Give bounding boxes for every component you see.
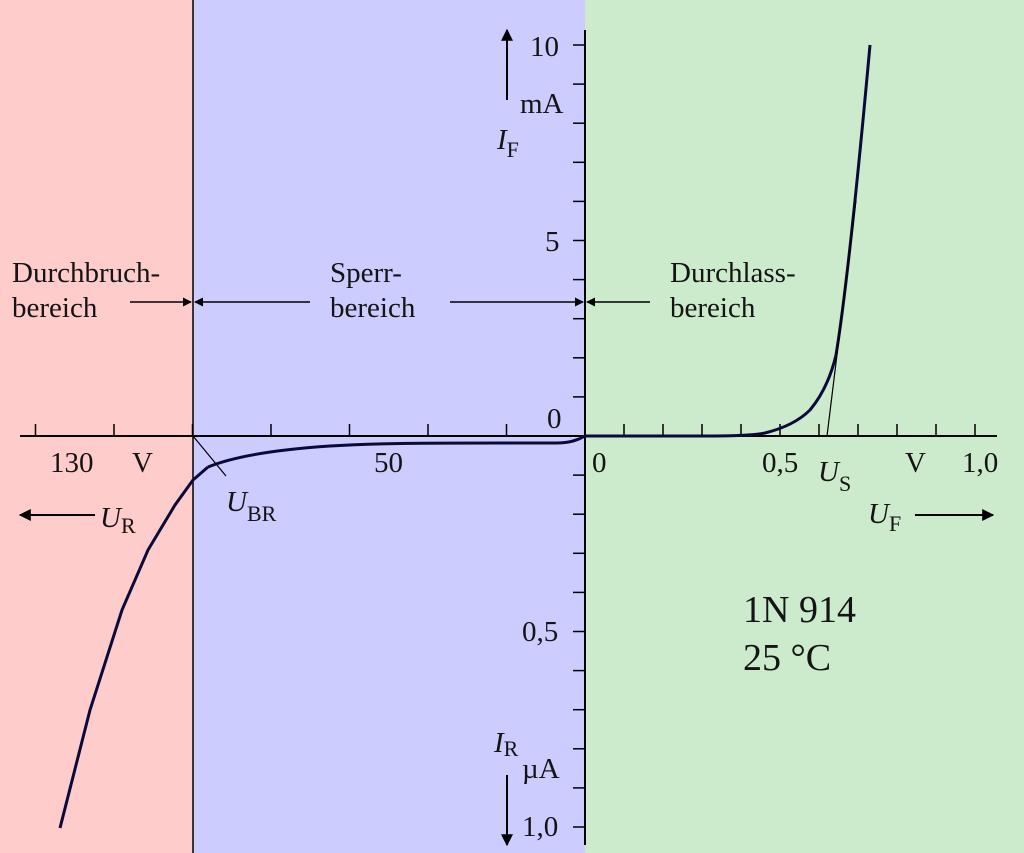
ir-unit-label: µA (522, 753, 560, 785)
ur-subscript: R (121, 513, 136, 538)
us-subscript: S (839, 471, 851, 496)
if-symbol: I (496, 124, 508, 156)
uf-tick-1-0: 1,0 (962, 447, 998, 479)
breakdown-voltage-label: UBR (226, 486, 277, 526)
uf-symbol: U (868, 498, 891, 530)
forward-region (585, 0, 1024, 853)
threshold-tangent-line (826, 199, 857, 437)
uf-tick-0-5: 0,5 (762, 447, 798, 479)
if-tick-10: 10 (530, 31, 559, 63)
forward-region-label-line1: Durchlass- (670, 257, 796, 289)
ir-tick-0-5: 0,5 (522, 616, 558, 648)
ir-tick-1-0: 1,0 (522, 811, 558, 843)
ur-unit-label: V (132, 447, 153, 479)
ubr-subscript: BR (247, 501, 277, 526)
ubr-symbol: U (226, 486, 249, 518)
ur-symbol-label: UR (100, 502, 136, 538)
reverse-region-label-line2: bereich (330, 292, 416, 324)
breakdown-region-label-line2: bereich (12, 292, 98, 324)
threshold-voltage-label: US (818, 456, 851, 496)
ur-tick-130: 130 (50, 447, 94, 479)
ur-tick-50: 50 (374, 447, 403, 479)
forward-region-label-line2: bereich (670, 292, 756, 324)
us-symbol: U (818, 456, 841, 488)
ur-symbol: U (100, 502, 123, 534)
uf-unit-label: V (905, 447, 926, 479)
diode-type-label: 1N 914 (743, 589, 856, 631)
ir-subscript: R (504, 736, 519, 761)
breakdown-pointer-line (192, 435, 227, 477)
if-tick-5: 5 (545, 226, 560, 258)
uf-tick-0: 0 (592, 447, 607, 479)
if-symbol-label: IF (496, 124, 519, 162)
ir-symbol-label: IR (493, 727, 519, 761)
diode-temperature-label: 25 °C (743, 637, 831, 679)
if-subscript: F (507, 137, 519, 162)
reverse-curve (207, 434, 586, 469)
axis-ticks (34, 44, 976, 828)
reverse-region-label-line1: Sperr- (330, 257, 402, 289)
if-tick-0: 0 (547, 403, 562, 435)
breakdown-region (0, 0, 193, 853)
breakdown-region-label-line1: Durchbruch- (12, 257, 160, 289)
uf-symbol-label: UF (868, 498, 901, 536)
breakdown-curve (58, 465, 209, 829)
if-unit-label: mA (520, 88, 564, 120)
uf-subscript: F (889, 511, 901, 536)
reverse-region (193, 0, 585, 853)
ir-symbol: I (493, 727, 505, 759)
